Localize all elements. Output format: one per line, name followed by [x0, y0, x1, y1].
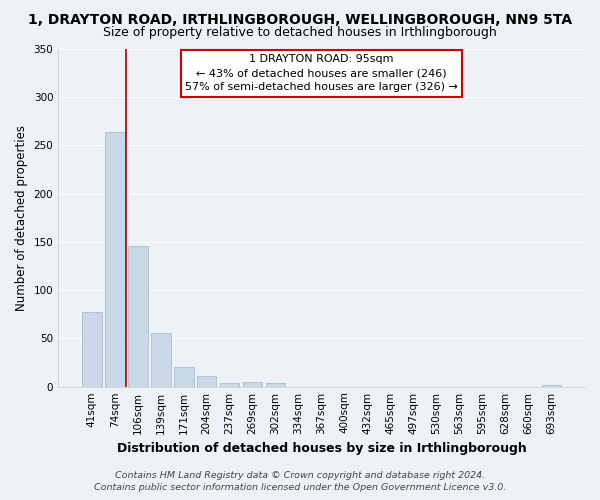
- Bar: [266, 383, 286, 386]
- Bar: [151, 332, 170, 386]
- Bar: [174, 368, 194, 386]
- Bar: [197, 376, 217, 386]
- Bar: [128, 246, 148, 386]
- X-axis label: Distribution of detached houses by size in Irthlingborough: Distribution of detached houses by size …: [117, 442, 526, 455]
- Bar: [220, 383, 239, 386]
- Bar: [82, 312, 101, 386]
- Text: Contains HM Land Registry data © Crown copyright and database right 2024.
Contai: Contains HM Land Registry data © Crown c…: [94, 471, 506, 492]
- Bar: [542, 385, 561, 386]
- Text: 1, DRAYTON ROAD, IRTHLINGBOROUGH, WELLINGBOROUGH, NN9 5TA: 1, DRAYTON ROAD, IRTHLINGBOROUGH, WELLIN…: [28, 12, 572, 26]
- Bar: [105, 132, 125, 386]
- Bar: [243, 382, 262, 386]
- Text: 1 DRAYTON ROAD: 95sqm
← 43% of detached houses are smaller (246)
57% of semi-det: 1 DRAYTON ROAD: 95sqm ← 43% of detached …: [185, 54, 458, 92]
- Y-axis label: Number of detached properties: Number of detached properties: [15, 125, 28, 311]
- Text: Size of property relative to detached houses in Irthlingborough: Size of property relative to detached ho…: [103, 26, 497, 39]
